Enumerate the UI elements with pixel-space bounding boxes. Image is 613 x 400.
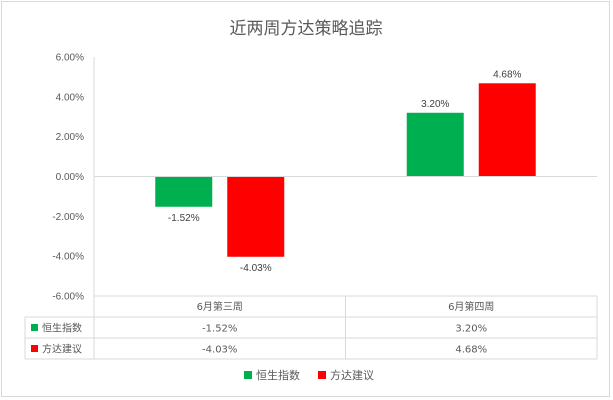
table-header-cell: 6月第四周 — [448, 300, 494, 313]
y-tick-label: 2.00% — [56, 132, 84, 143]
y-tick-label: -2.00% — [52, 212, 84, 223]
y-tick-label: 4.00% — [56, 92, 84, 103]
bar-fangda-2 — [478, 83, 536, 177]
data-label: 4.68% — [493, 69, 521, 80]
y-axis: 6.00% 4.00% 2.00% 0.00% -2.00% -4.00% -6.00% — [52, 53, 95, 303]
table-cell: -4.03% — [202, 345, 237, 356]
y-tick-label: -4.00% — [52, 252, 84, 263]
table-cell: -1.52% — [202, 324, 237, 335]
table-row-label: 恒生指数 — [42, 322, 82, 335]
legend: 恒生指数 方达建议 — [244, 368, 374, 382]
y-tick-label: -6.00% — [52, 292, 84, 303]
bar-hsi-2 — [406, 112, 464, 177]
y-tick-label: 0.00% — [56, 172, 84, 183]
table-legend-key — [31, 345, 38, 352]
chart-title: 近两周方达策略追踪 — [230, 19, 383, 39]
legend-key — [318, 371, 326, 379]
bars: -1.52% 3.20% -4.03% 4.68% — [94, 69, 597, 274]
table-row-label: 方达建议 — [42, 343, 82, 356]
data-label: 3.20% — [421, 99, 449, 110]
bar-hsi-1 — [155, 176, 213, 207]
table-legend-key — [31, 324, 38, 331]
legend-key — [244, 371, 252, 379]
y-tick-label: 6.00% — [56, 53, 84, 64]
data-label: -1.52% — [168, 213, 200, 224]
data-label: -4.03% — [240, 263, 272, 274]
table-cell: 3.20% — [455, 324, 487, 335]
bar-fangda-1 — [227, 176, 285, 257]
table-cell: 4.68% — [455, 345, 487, 356]
legend-label: 方达建议 — [330, 368, 374, 382]
table-header-cell: 6月第三周 — [197, 300, 243, 313]
legend-label: 恒生指数 — [256, 368, 300, 382]
